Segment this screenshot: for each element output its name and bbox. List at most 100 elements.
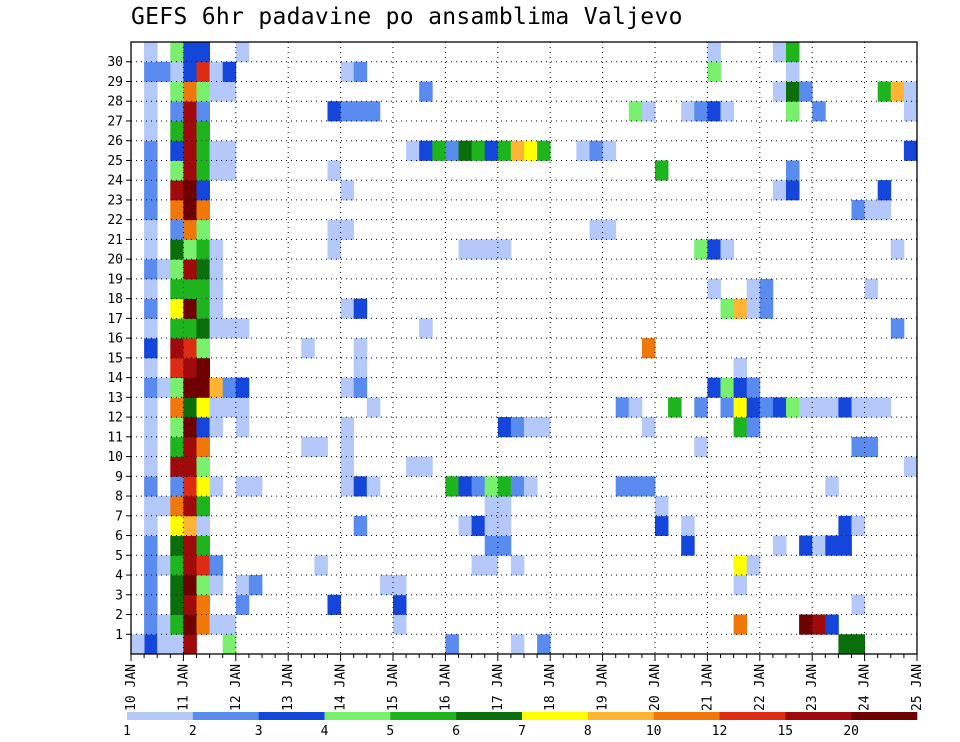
- heatmap-cell: [772, 42, 787, 63]
- heatmap-cell: [209, 614, 224, 635]
- x-tick-label: 16 JAN: [438, 664, 453, 711]
- heatmap-cell: [183, 456, 197, 477]
- heatmap-cell: [877, 199, 892, 221]
- heatmap-cell: [825, 397, 839, 418]
- legend-label: 20: [843, 724, 859, 739]
- heatmap-cell: [222, 160, 237, 181]
- heatmap-cell: [786, 42, 800, 63]
- heatmap-cell: [327, 160, 341, 181]
- heatmap-cell: [222, 61, 237, 82]
- heatmap-cell: [838, 397, 852, 418]
- legend-label: 4: [321, 724, 329, 739]
- heatmap-cell: [196, 594, 210, 615]
- legend-label: 7: [518, 724, 526, 739]
- heatmap-cell: [471, 140, 486, 161]
- heatmap-cell: [196, 476, 210, 497]
- heatmap-cell: [497, 515, 512, 536]
- heatmap-cell: [183, 614, 197, 635]
- heatmap-cell: [144, 397, 158, 418]
- heatmap-cell: [903, 456, 918, 477]
- heatmap-cell: [353, 476, 368, 497]
- heatmap-cell: [510, 476, 525, 497]
- heatmap-cell: [484, 496, 499, 517]
- heatmap-cell: [183, 61, 197, 82]
- heatmap-cell: [183, 515, 197, 536]
- heatmap-cell: [458, 140, 472, 161]
- heatmap-cell: [170, 101, 184, 122]
- heatmap-cell: [589, 140, 603, 161]
- heatmap-cell: [746, 555, 761, 576]
- heatmap-cell: [655, 515, 669, 536]
- heatmap-cell: [157, 555, 171, 576]
- legend-swatch: [127, 712, 194, 720]
- heatmap-cell: [340, 417, 355, 438]
- heatmap-cell: [366, 101, 381, 122]
- heatmap-cell: [497, 535, 512, 556]
- heatmap-cell: [602, 140, 617, 161]
- heatmap-cell: [196, 456, 210, 477]
- heatmap-cell: [366, 476, 381, 497]
- heatmap-cell: [786, 81, 800, 102]
- heatmap-cell: [353, 515, 368, 536]
- legend-swatch: [192, 712, 259, 720]
- legend-swatch: [719, 712, 786, 720]
- y-tick-label: 25: [107, 154, 123, 169]
- x-tick-label: 21 JAN: [700, 664, 715, 711]
- heatmap-cell: [144, 594, 158, 615]
- heatmap-cell: [196, 575, 210, 596]
- heatmap-cell: [772, 180, 787, 201]
- heatmap-cell: [157, 377, 171, 398]
- heatmap-cell: [170, 456, 184, 477]
- heatmap-cell: [707, 61, 721, 82]
- heatmap-cell: [170, 140, 184, 161]
- legend-label: 10: [646, 724, 662, 739]
- legend-label: 3: [255, 724, 263, 739]
- heatmap-cell: [170, 199, 184, 221]
- heatmap-cell: [838, 634, 852, 655]
- heatmap-cell: [812, 397, 826, 418]
- heatmap-cell: [170, 634, 184, 655]
- heatmap-cell: [353, 338, 368, 359]
- heatmap-cell: [144, 357, 158, 379]
- heatmap-cell: [183, 417, 197, 438]
- heatmap-cell: [170, 417, 184, 438]
- heatmap-cell: [903, 140, 918, 161]
- heatmap-cell: [340, 377, 355, 398]
- heatmap-cell: [235, 377, 250, 398]
- heatmap-cell: [222, 397, 237, 418]
- heatmap-cell: [327, 219, 341, 240]
- heatmap-cell: [144, 436, 158, 457]
- heatmap-cell: [183, 535, 197, 556]
- heatmap-cell: [681, 101, 695, 122]
- heatmap-cell: [209, 476, 224, 497]
- heatmap-cell: [746, 298, 761, 319]
- heatmap-cell: [144, 575, 158, 596]
- legend-swatch: [258, 712, 325, 720]
- heatmap-cell: [746, 397, 761, 418]
- x-tick-label: 17 JAN: [491, 664, 506, 711]
- y-tick-label: 15: [107, 351, 123, 366]
- heatmap-cell: [707, 239, 721, 260]
- heatmap-cell: [746, 278, 761, 300]
- heatmap-cell: [196, 239, 210, 260]
- heatmap-cell: [419, 456, 433, 477]
- heatmap-cell: [144, 535, 158, 556]
- heatmap-cell: [144, 496, 158, 517]
- heatmap-cell: [183, 101, 197, 122]
- heatmap-cell: [366, 397, 381, 418]
- heatmap-cell: [484, 515, 499, 536]
- legend-swatch: [522, 712, 589, 720]
- heatmap-cell: [641, 417, 656, 438]
- heatmap-cell: [196, 61, 210, 82]
- heatmap-cell: [209, 278, 224, 300]
- legend-label: 5: [386, 724, 394, 739]
- heatmap-cell: [707, 101, 721, 122]
- heatmap-cell: [445, 140, 459, 161]
- heatmap-cell: [510, 555, 525, 576]
- heatmap-cell: [825, 535, 839, 556]
- heatmap-cell: [641, 101, 656, 122]
- heatmap-cell: [301, 338, 315, 359]
- heatmap-cell: [196, 535, 210, 556]
- heatmap-cell: [733, 575, 748, 596]
